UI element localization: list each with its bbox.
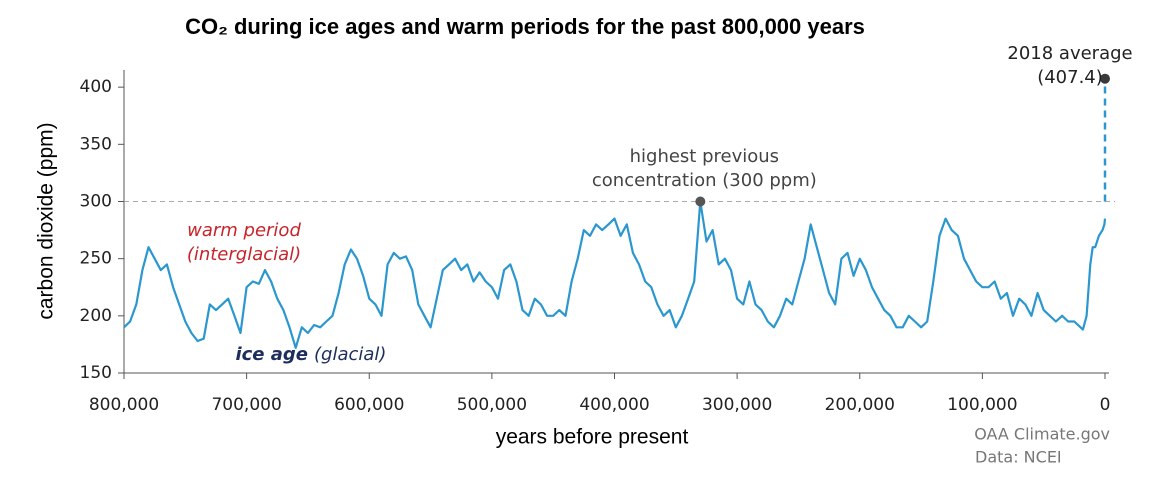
- x-tick-label: 500,000: [457, 395, 527, 415]
- annotation: warm period: [187, 220, 301, 241]
- y-tick-label: 350: [80, 134, 112, 154]
- highlight-point: [695, 196, 706, 207]
- y-tick-label: 300: [80, 191, 112, 211]
- y-tick-label: 150: [80, 363, 112, 383]
- highlight-point: [1100, 73, 1110, 84]
- chart-title: CO₂ during ice ages and warm periods for…: [185, 14, 865, 39]
- annotation: (interglacial): [187, 244, 301, 265]
- highlight-value-label: (407.4): [1037, 67, 1103, 88]
- x-tick-label: 0: [1100, 395, 1111, 415]
- credit: OAA Climate.gov: [974, 425, 1110, 444]
- highlight-label: 2018 average: [1007, 43, 1132, 64]
- y-tick-label: 250: [80, 249, 112, 269]
- y-tick-label: 400: [80, 77, 112, 97]
- x-tick-label: 200,000: [825, 395, 895, 415]
- credit: Data: NCEI: [975, 448, 1062, 467]
- y-tick-label: 200: [80, 306, 112, 326]
- highlight-label: highest previous: [630, 146, 779, 167]
- y-axis-label: carbon dioxide (ppm): [35, 122, 58, 319]
- x-tick-label: 100,000: [947, 395, 1017, 415]
- x-axis-label: years before present: [496, 426, 689, 449]
- annotation: (glacial): [314, 344, 386, 365]
- x-tick-label: 800,000: [89, 395, 159, 415]
- x-tick-label: 700,000: [211, 395, 281, 415]
- x-tick-label: 600,000: [334, 395, 404, 415]
- x-tick-label: 300,000: [702, 395, 772, 415]
- highlight-label: concentration (300 ppm): [592, 170, 817, 191]
- data-line: [123, 200, 1107, 349]
- x-tick-label: 400,000: [579, 395, 649, 415]
- annotation: ice age: [235, 344, 308, 365]
